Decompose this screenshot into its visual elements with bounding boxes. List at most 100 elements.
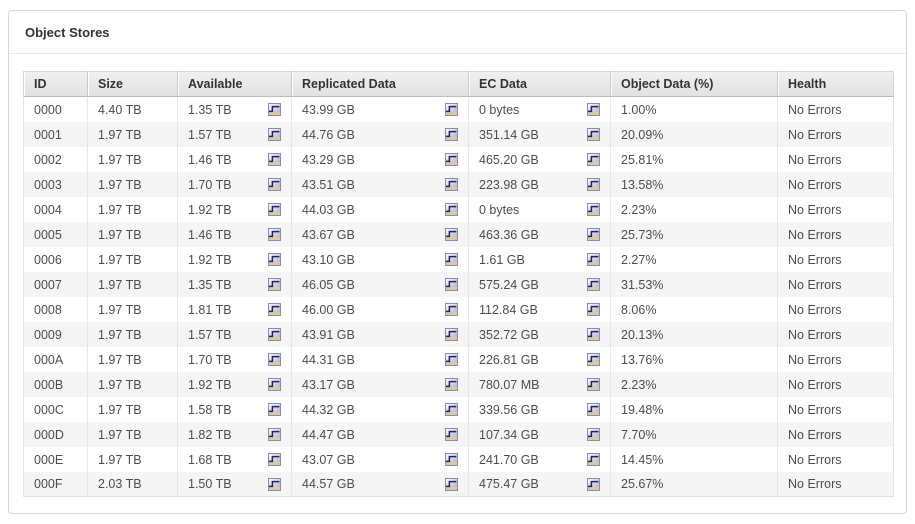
available-value: 1.57 TB <box>188 327 232 342</box>
replicated-value: 43.99 GB <box>302 102 355 117</box>
ec-data-chart-button[interactable] <box>587 303 600 316</box>
ec-data-chart-button[interactable] <box>587 453 600 466</box>
cell-object-data-pct: 14.45% <box>611 447 778 472</box>
cell-id: 0009 <box>23 322 88 347</box>
replicated-chart-button[interactable] <box>445 328 458 341</box>
table-row: 000F 2.03 TB 1.50 TB 44.57 GB <box>23 472 894 497</box>
chart-icon <box>268 103 281 116</box>
available-chart-button[interactable] <box>268 178 281 191</box>
chart-icon <box>587 477 600 491</box>
replicated-chart-button[interactable] <box>445 153 458 166</box>
replicated-chart-button[interactable] <box>445 253 458 266</box>
replicated-chart-button[interactable] <box>445 128 458 141</box>
available-chart-button[interactable] <box>268 253 281 266</box>
ec-data-chart-button[interactable] <box>587 403 600 416</box>
ec-data-value: 226.81 GB <box>479 352 539 367</box>
cell-id: 000B <box>23 372 88 397</box>
ec-data-chart-button[interactable] <box>587 178 600 191</box>
available-value: 1.35 TB <box>188 102 232 117</box>
available-chart-button[interactable] <box>268 328 281 341</box>
ec-data-chart-button[interactable] <box>587 153 600 166</box>
ec-data-chart-button[interactable] <box>587 203 600 216</box>
replicated-chart-button[interactable] <box>445 228 458 241</box>
object-stores-table: ID Size Available Replicated Data EC Dat… <box>23 71 894 497</box>
chart-icon <box>268 178 281 191</box>
replicated-chart-button[interactable] <box>445 477 458 491</box>
chart-icon <box>587 228 600 241</box>
chart-icon <box>268 328 281 341</box>
available-chart-button[interactable] <box>268 403 281 416</box>
chart-icon <box>587 453 600 466</box>
available-chart-button[interactable] <box>268 103 281 116</box>
cell-object-data-pct: 25.81% <box>611 147 778 172</box>
column-header-ec-data: EC Data <box>469 71 611 97</box>
replicated-chart-button[interactable] <box>445 353 458 366</box>
ec-data-value: 475.47 GB <box>479 477 539 491</box>
cell-replicated: 44.47 GB <box>292 422 469 447</box>
chart-icon <box>587 278 600 291</box>
cell-id: 0004 <box>23 197 88 222</box>
replicated-chart-button[interactable] <box>445 178 458 191</box>
ec-data-value: 463.36 GB <box>479 227 539 242</box>
available-chart-button[interactable] <box>268 453 281 466</box>
cell-object-data-pct: 25.67% <box>611 472 778 497</box>
available-chart-button[interactable] <box>268 203 281 216</box>
available-chart-button[interactable] <box>268 303 281 316</box>
ec-data-chart-button[interactable] <box>587 278 600 291</box>
cell-health: No Errors <box>778 322 894 347</box>
cell-replicated: 43.51 GB <box>292 172 469 197</box>
cell-available: 1.57 TB <box>178 122 292 147</box>
available-value: 1.70 TB <box>188 177 232 192</box>
chart-icon <box>587 303 600 316</box>
ec-data-chart-button[interactable] <box>587 353 600 366</box>
replicated-value: 46.05 GB <box>302 277 355 292</box>
cell-ec-data: 223.98 GB <box>469 172 611 197</box>
replicated-chart-button[interactable] <box>445 403 458 416</box>
table-row: 0001 1.97 TB 1.57 TB 44.76 GB <box>23 122 894 147</box>
replicated-chart-button[interactable] <box>445 103 458 116</box>
ec-data-chart-button[interactable] <box>587 253 600 266</box>
cell-size: 1.97 TB <box>88 397 178 422</box>
cell-health: No Errors <box>778 222 894 247</box>
ec-data-value: 352.72 GB <box>479 327 539 342</box>
available-chart-button[interactable] <box>268 153 281 166</box>
ec-data-chart-button[interactable] <box>587 428 600 441</box>
cell-available: 1.58 TB <box>178 397 292 422</box>
replicated-chart-button[interactable] <box>445 453 458 466</box>
ec-data-chart-button[interactable] <box>587 103 600 116</box>
chart-icon <box>268 378 281 391</box>
ec-data-chart-button[interactable] <box>587 228 600 241</box>
chart-icon <box>445 477 458 491</box>
available-chart-button[interactable] <box>268 378 281 391</box>
available-chart-button[interactable] <box>268 428 281 441</box>
ec-data-chart-button[interactable] <box>587 128 600 141</box>
cell-object-data-pct: 20.13% <box>611 322 778 347</box>
available-chart-button[interactable] <box>268 353 281 366</box>
cell-size: 1.97 TB <box>88 447 178 472</box>
cell-object-data-pct: 25.73% <box>611 222 778 247</box>
available-chart-button[interactable] <box>268 128 281 141</box>
replicated-chart-button[interactable] <box>445 378 458 391</box>
cell-health: No Errors <box>778 97 894 122</box>
column-header-object-data: Object Data (%) <box>611 71 778 97</box>
replicated-chart-button[interactable] <box>445 303 458 316</box>
available-chart-button[interactable] <box>268 228 281 241</box>
cell-ec-data: 780.07 MB <box>469 372 611 397</box>
replicated-chart-button[interactable] <box>445 278 458 291</box>
chart-icon <box>445 128 458 141</box>
chart-icon <box>587 328 600 341</box>
ec-data-chart-button[interactable] <box>587 477 600 491</box>
chart-icon <box>587 428 600 441</box>
available-value: 1.46 TB <box>188 227 232 242</box>
ec-data-value: 780.07 MB <box>479 377 540 392</box>
available-value: 1.92 TB <box>188 202 232 217</box>
cell-object-data-pct: 19.48% <box>611 397 778 422</box>
ec-data-chart-button[interactable] <box>587 378 600 391</box>
cell-object-data-pct: 2.23% <box>611 372 778 397</box>
replicated-chart-button[interactable] <box>445 203 458 216</box>
replicated-chart-button[interactable] <box>445 428 458 441</box>
ec-data-chart-button[interactable] <box>587 328 600 341</box>
available-chart-button[interactable] <box>268 278 281 291</box>
chart-icon <box>268 353 281 366</box>
available-chart-button[interactable] <box>268 477 281 491</box>
